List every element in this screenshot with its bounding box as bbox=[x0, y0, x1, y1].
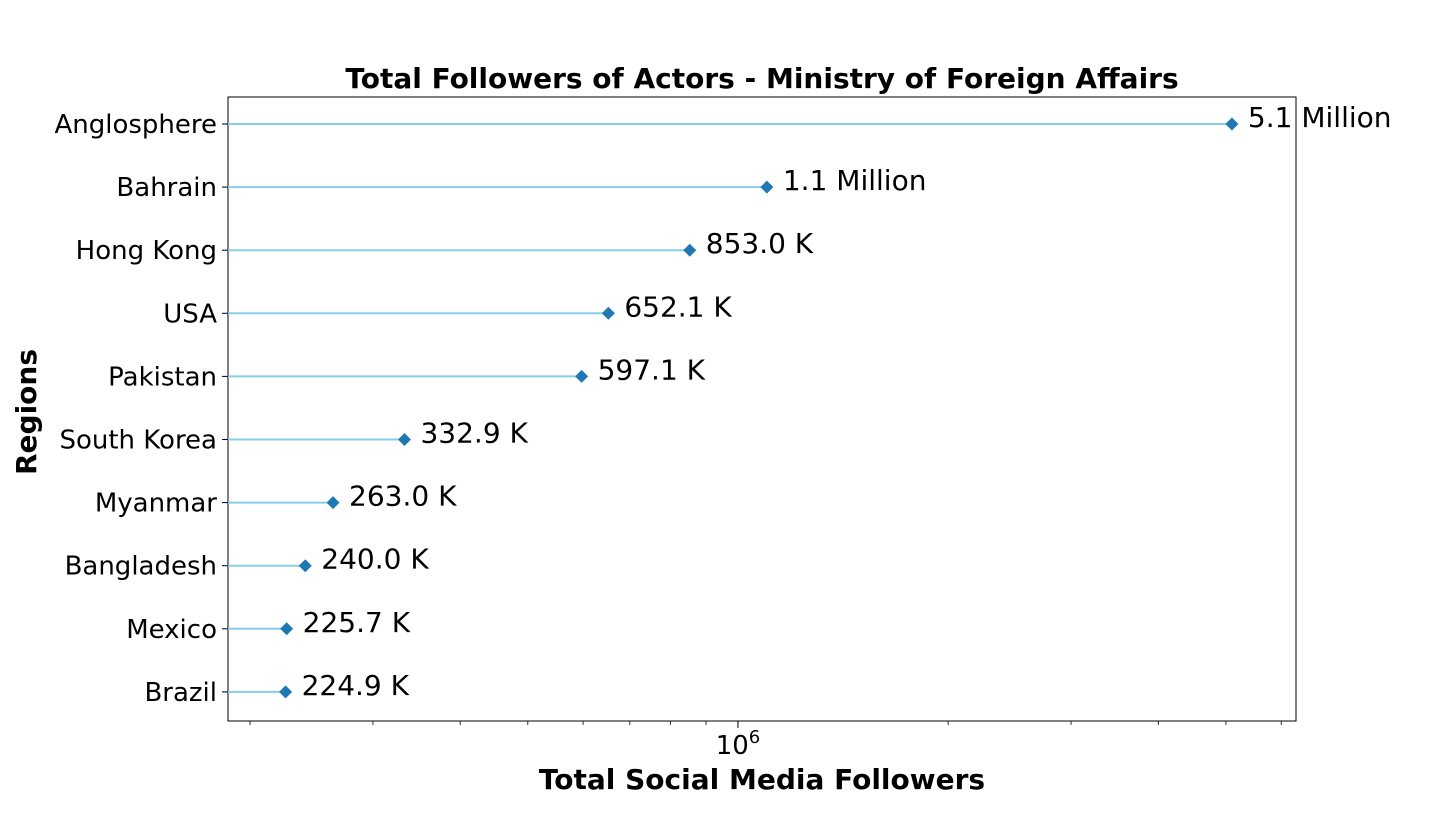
lollipop-marker bbox=[575, 369, 589, 383]
data-label: 240.0 K bbox=[321, 543, 429, 576]
y-tick-label: Bahrain bbox=[116, 173, 217, 203]
data-label: 652.1 K bbox=[624, 290, 732, 323]
y-tick-label: USA bbox=[163, 299, 217, 329]
chart-title: Total Followers of Actors - Ministry of … bbox=[345, 62, 1178, 95]
data-label: 853.0 K bbox=[706, 227, 814, 260]
lollipop-marker bbox=[601, 306, 615, 320]
data-label: 332.9 K bbox=[420, 417, 528, 450]
lollipop-marker bbox=[683, 243, 697, 257]
y-tick-label: Hong Kong bbox=[76, 236, 217, 266]
y-tick-label: South Korea bbox=[59, 426, 217, 456]
lollipop-marker bbox=[280, 622, 294, 636]
y-tick-label: Pakistan bbox=[108, 362, 217, 392]
data-label: 597.1 K bbox=[598, 353, 706, 386]
lollipop-marker bbox=[298, 559, 312, 573]
lollipop-marker bbox=[279, 685, 293, 699]
y-axis-label: Regions bbox=[10, 349, 43, 475]
x-tick-label: 106 bbox=[716, 727, 761, 761]
plot-frame bbox=[227, 96, 1297, 722]
data-label: 5.1 Million bbox=[1248, 101, 1392, 134]
y-tick-label: Mexico bbox=[126, 615, 217, 645]
x-axis-label: Total Social Media Followers bbox=[539, 763, 985, 796]
y-tick-label: Anglosphere bbox=[54, 110, 217, 140]
y-tick-label: Myanmar bbox=[95, 489, 217, 519]
data-label: 225.7 K bbox=[303, 606, 411, 639]
plot-area: 106 Anglosphere 5.1 Million Bahrain 1.1 Mill… bbox=[54, 96, 1392, 761]
data-label: 224.9 K bbox=[302, 669, 410, 702]
data-label: 263.0 K bbox=[349, 480, 457, 513]
lollipop-marker bbox=[1225, 117, 1239, 131]
y-tick-label: Brazil bbox=[144, 678, 217, 708]
lollipop-marker bbox=[760, 180, 774, 194]
lollipop-marker bbox=[326, 496, 340, 510]
lollipop-marker bbox=[397, 433, 411, 446]
y-tick-label: Bangladesh bbox=[65, 552, 217, 582]
data-label: 1.1 Million bbox=[783, 164, 927, 197]
